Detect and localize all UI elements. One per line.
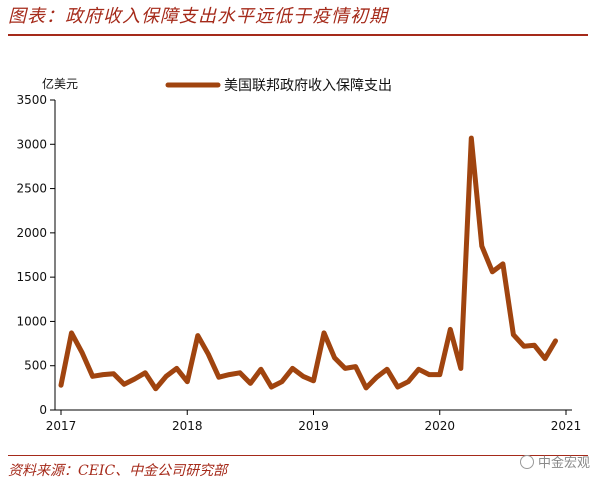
y-tick-label: 2000 <box>16 226 47 240</box>
wechat-icon <box>519 454 534 469</box>
x-tick-label: 2017 <box>46 419 77 433</box>
source-note: 资料来源：CEIC、中金公司研究部 <box>8 463 228 479</box>
footer-divider <box>8 455 588 456</box>
chart-title: 图表：政府收入保障支出水平远低于疫情初期 <box>8 6 388 27</box>
y-tick-label: 500 <box>24 359 47 373</box>
y-tick-label: 1500 <box>16 270 47 284</box>
y-ticks: 0 500 1000 1500 2000 2500 3000 3500 <box>16 93 55 417</box>
legend: 美国联邦政府收入保障支出 <box>165 78 392 94</box>
y-tick-label: 3000 <box>16 137 47 151</box>
series-line <box>58 135 558 392</box>
y-tick-label: 2500 <box>16 182 47 196</box>
axes <box>54 100 572 411</box>
x-tick-label: 2020 <box>424 419 455 433</box>
watermark: 中金宏观 <box>519 452 590 471</box>
watermark-label: 中金宏观 <box>537 456 590 471</box>
y-axis-unit: 亿美元 <box>42 76 78 91</box>
y-tick-label: 3500 <box>16 93 47 107</box>
x-tick-label: 2021 <box>551 419 582 433</box>
x-tick-label: 2018 <box>172 419 203 433</box>
legend-label: 美国联邦政府收入保障支出 <box>224 78 392 94</box>
y-tick-label: 1000 <box>16 314 47 328</box>
y-tick-label: 0 <box>39 403 47 417</box>
title-divider <box>8 34 588 36</box>
x-ticks: 2017 2018 2019 2020 2021 <box>46 410 582 433</box>
x-tick-label: 2019 <box>298 419 329 433</box>
